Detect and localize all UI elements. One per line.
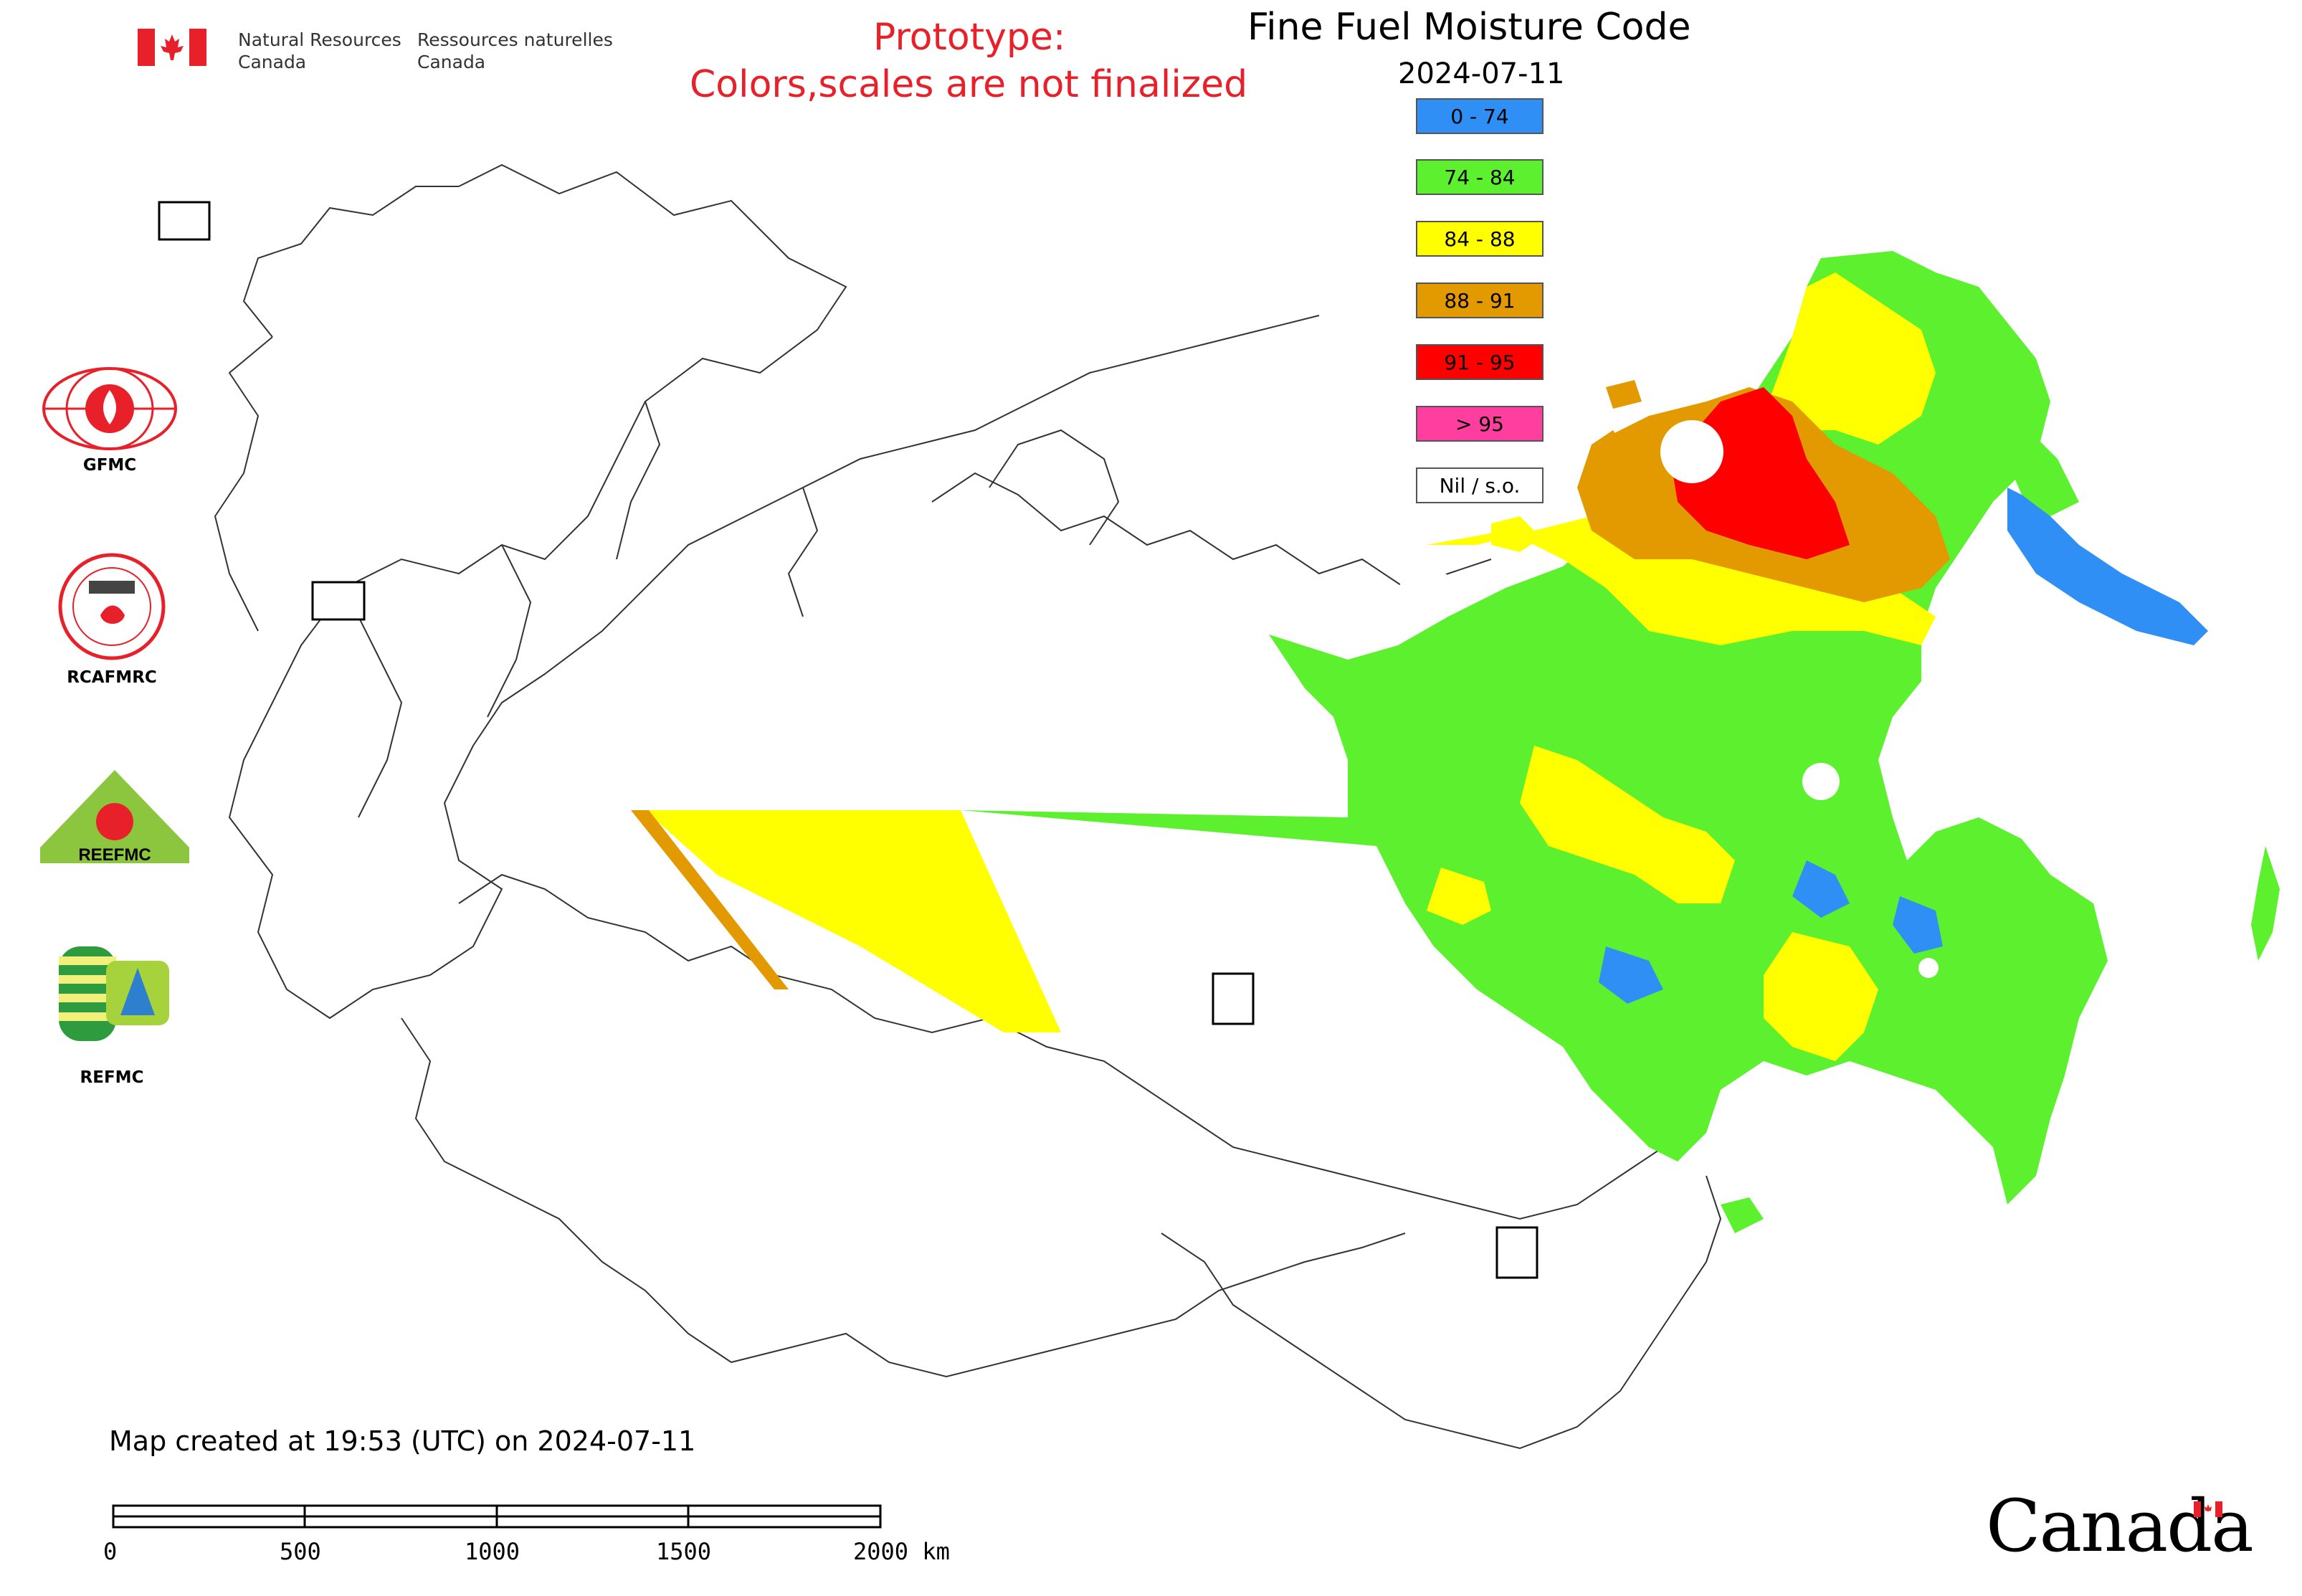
inner-boundary-b [487, 544, 532, 718]
station-marker-refmc [1212, 972, 1255, 1025]
legend-item-84-88: 84 - 88 [1416, 221, 1544, 257]
inner-boundary-c [616, 401, 661, 560]
mongolia-outline [1161, 1175, 1722, 1450]
map-created-note: Map created at 19:53 (UTC) on 2024-07-11 [109, 1425, 696, 1457]
department-name-en: Natural Resources Canada [238, 29, 401, 73]
refmc-logo-icon [59, 946, 171, 1041]
legend-item-91-95: 91 - 95 [1416, 344, 1544, 380]
zone-84-88-southwest [645, 810, 1061, 1032]
canada-flag-icon [138, 29, 206, 66]
zone-91-95-core [1670, 387, 1850, 559]
department-name-fr: Ressources naturelles Canada [417, 29, 613, 73]
gfmc-label: GFMC [82, 456, 137, 475]
zone-0-74-patch-c [1893, 896, 1943, 954]
legend-item-over-95: > 95 [1416, 406, 1544, 442]
boundary-lines [214, 163, 1722, 1450]
zone-0-74-peninsula [2007, 488, 2208, 645]
sakhalin-island [2251, 846, 2280, 961]
legend-label: 74 - 84 [1444, 165, 1516, 189]
zone-84-88-east [1764, 932, 1878, 1061]
station-markers [158, 201, 1538, 1279]
station-marker-rcafmrc [1495, 1226, 1538, 1279]
department-fr-line1: Ressources naturelles [417, 29, 613, 50]
reefmc-logo-icon: REEFMC [37, 767, 192, 873]
zone-84-88-north [1764, 272, 1936, 445]
zone-88-91-stripe [631, 810, 789, 989]
gfmc-logo-icon [42, 366, 178, 452]
scale-tick-0: 0 [103, 1538, 118, 1565]
scale-tick-500: 500 [280, 1538, 321, 1565]
scale-tick-1500: 1500 [656, 1538, 712, 1565]
department-en-line2: Canada [238, 52, 307, 72]
map-date: 2024-07-11 [1398, 57, 1565, 90]
scale-bar-graphic [112, 1504, 882, 1529]
legend-label: 91 - 95 [1444, 350, 1516, 374]
legend-label: 0 - 74 [1450, 104, 1509, 128]
refmc-label: REFMC [80, 1068, 144, 1087]
inner-boundary-d [787, 487, 819, 617]
nil-circle-west [1398, 566, 1455, 624]
scale-tick-1000: 1000 [465, 1538, 520, 1565]
canada-wordmark-flag-icon [2194, 1501, 2222, 1517]
kamchatka-green [2000, 430, 2079, 516]
legend-item-nil: Nil / s.o. [1416, 467, 1544, 503]
zone-0-74-patch-a [1792, 860, 1850, 918]
central-asia-outline [458, 873, 1664, 1220]
station-marker-gfmc [158, 201, 211, 241]
western-boundary-outline [228, 163, 1320, 1020]
island-yellow [1491, 516, 1541, 552]
rcafmrc-label: RCAFMRC [67, 668, 157, 687]
zone-0-74-patch-b [1599, 946, 1663, 1004]
legend-label: Nil / s.o. [1439, 473, 1521, 498]
nil-circle-north [1660, 420, 1723, 483]
taimyr-outline [989, 429, 1120, 546]
fuel-moisture-fill [631, 251, 2280, 1233]
island-orange-b [1606, 380, 1642, 409]
nil-circle-center [1802, 763, 1840, 800]
southern-region-outline [401, 1017, 1406, 1378]
island-orange-a [1592, 430, 1627, 466]
prototype-notice-line2: Colors,scales are not finalized [690, 63, 1248, 106]
prototype-notice-line1: Prototype: [873, 16, 1066, 59]
zone-74-84-main [1269, 251, 2108, 1205]
legend-label: 84 - 88 [1444, 227, 1516, 251]
canada-wordmark: Canada [1986, 1484, 2254, 1568]
legend-item-88-91: 88 - 91 [1416, 282, 1544, 318]
zone-84-88-arc [1427, 502, 1936, 645]
svg-text:REEFMC: REEFMC [78, 845, 151, 865]
legend-item-74-84: 74 - 84 [1416, 159, 1544, 195]
small-island-green [1721, 1197, 1764, 1233]
rcafmrc-logo-icon [57, 552, 166, 661]
nil-circle-east [1918, 958, 1939, 978]
zone-84-88-center [1520, 746, 1735, 903]
legend-label: 88 - 91 [1444, 288, 1516, 313]
inner-boundary-a [343, 587, 403, 818]
legend-item-0-74: 0 - 74 [1416, 98, 1544, 134]
legend-label: > 95 [1455, 412, 1504, 436]
arctic-coast-outline [931, 472, 1492, 589]
scale-tick-2000: 2000 km [853, 1538, 950, 1565]
department-en-line1: Natural Resources [238, 29, 401, 50]
department-fr-line2: Canada [417, 52, 486, 72]
zone-84-88-blob [1427, 868, 1491, 925]
northwest-coast-outline [214, 186, 459, 632]
station-marker-reefmc [311, 581, 366, 621]
map-title: Fine Fuel Moisture Code [1247, 6, 1691, 49]
zone-74-84-strip [961, 660, 1376, 846]
